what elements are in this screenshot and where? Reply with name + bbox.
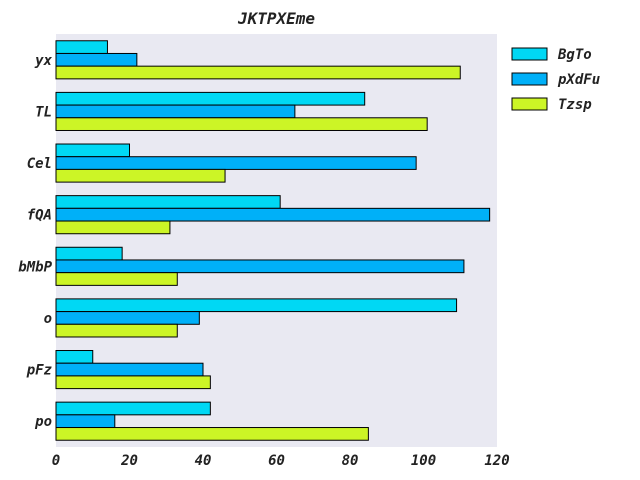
x-tick-label: 100 (411, 453, 436, 469)
bar-TL-BgTo (55, 91, 366, 106)
bar-fQA-Tzsp (55, 220, 171, 235)
bar-Cel-BgTo (55, 143, 130, 158)
bar-bMbP-Tzsp (55, 272, 178, 286)
bar-o-Tzsp (55, 323, 178, 338)
bars-layer (55, 40, 491, 441)
bar-bMbP-pXdFu (55, 259, 465, 274)
bar-pFz-Tzsp (55, 375, 211, 390)
y-tick-label: fQA (27, 208, 52, 224)
bar-fQA-pXdFu (55, 207, 491, 222)
x-tick-label: 120 (484, 453, 509, 469)
x-tick-label: 40 (195, 453, 212, 469)
legend-swatch-BgTo (511, 47, 548, 61)
y-tick-label: TL (35, 104, 52, 120)
bar-o-BgTo (55, 298, 458, 313)
legend-swatch-Tzsp (511, 97, 548, 111)
x-tick-label: 60 (268, 453, 285, 469)
bar-yx-pXdFu (55, 52, 138, 67)
bar-TL-pXdFu (55, 104, 296, 119)
legend-label-BgTo: BgTo (557, 47, 592, 63)
legend-label-pXdFu: pXdFu (557, 72, 600, 88)
x-tick-label: 0 (52, 453, 60, 469)
chart-title: JKTPXEme (237, 9, 315, 28)
bar-fQA-BgTo (55, 195, 281, 209)
bar-o-pXdFu (55, 311, 200, 325)
legend-swatch-pXdFu (511, 72, 548, 86)
bar-bMbP-BgTo (55, 246, 123, 261)
bar-pFz-pXdFu (55, 362, 204, 377)
bar-TL-Tzsp (55, 117, 428, 131)
bar-Cel-Tzsp (55, 168, 226, 183)
x-tick-labels: 0 20 40 60 80 100 120 (52, 453, 510, 469)
bar-po-pXdFu (55, 414, 116, 429)
bar-yx-BgTo (55, 40, 108, 54)
y-tick-label: Cel (27, 156, 52, 172)
y-tick-label: bMbP (18, 259, 52, 275)
legend-label-Tzsp: Tzsp (558, 97, 592, 113)
bar-Cel-pXdFu (55, 156, 417, 170)
y-tick-label: po (34, 414, 52, 430)
bar-po-BgTo (55, 401, 211, 416)
bar-pFz-BgTo (55, 350, 94, 364)
x-tick-label: 80 (342, 453, 359, 469)
legend: BgTo pXdFu Tzsp (511, 47, 600, 113)
y-tick-label: o (44, 311, 52, 327)
x-tick-label: 20 (120, 453, 138, 469)
y-tick-label: yx (34, 53, 52, 69)
bar-po-Tzsp (55, 427, 369, 441)
y-tick-labels: yx TL Cel fQA bMbP o pFz po (18, 53, 52, 430)
y-tick-label: pFz (26, 363, 53, 379)
bar-yx-Tzsp (55, 65, 461, 80)
